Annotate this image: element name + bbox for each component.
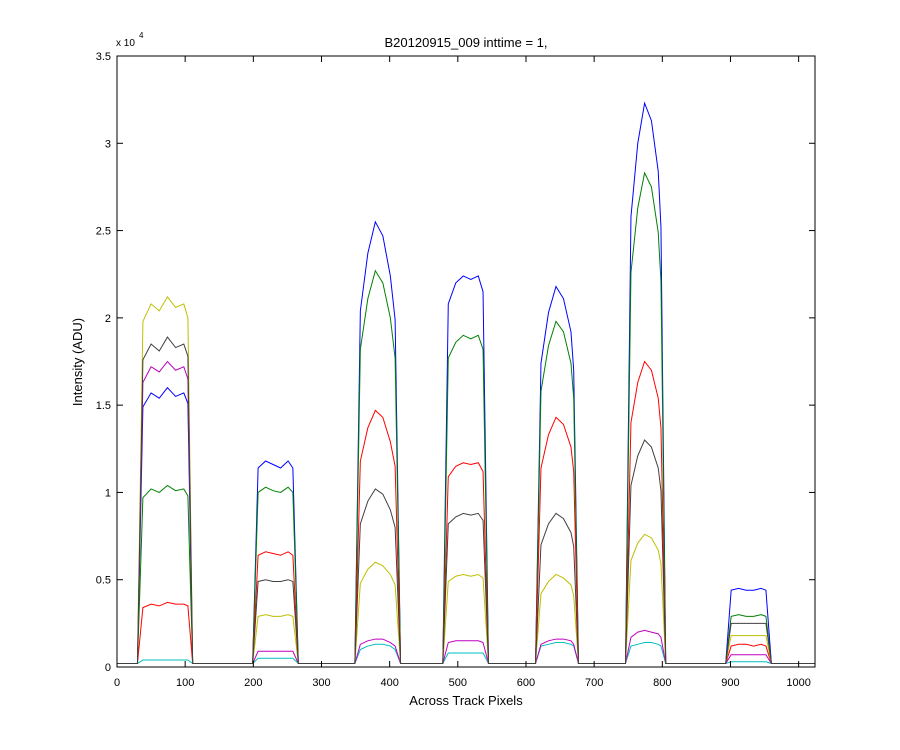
x-tick-label: 200 [244,677,262,689]
y-tick-label: 3.5 [96,51,111,63]
plot-frame [116,55,816,668]
chart-title: B20120915_009 inttime = 1, [385,35,548,50]
y-multiplier: x 10 [116,38,135,49]
y-tick-label: 0 [105,662,111,674]
y-tick-label: 3 [105,138,111,150]
x-tick-label: 400 [380,677,398,689]
x-tick-label: 600 [517,677,535,689]
y-tick-label: 1.5 [96,400,111,412]
x-tick-label: 300 [312,677,330,689]
y-multiplier-exponent: 4 [139,31,144,40]
x-tick-label: 500 [449,677,467,689]
x-tick-label: 100 [176,677,194,689]
x-tick-label: 700 [585,677,603,689]
y-tick-label: 1 [105,487,111,499]
y-axis-label: Intensity (ADU) [70,318,85,406]
x-tick-label: 0 [114,677,120,689]
x-tick-label: 1000 [786,677,810,689]
x-axis-label: Across Track Pixels [409,693,523,708]
series-line [117,336,815,665]
y-tick-label: 0.5 [96,575,111,587]
y-tick-label: 2.5 [96,226,111,238]
x-tick-label: 800 [653,677,671,689]
x-tick-label: 900 [721,677,739,689]
y-tick-label: 2 [105,313,111,325]
